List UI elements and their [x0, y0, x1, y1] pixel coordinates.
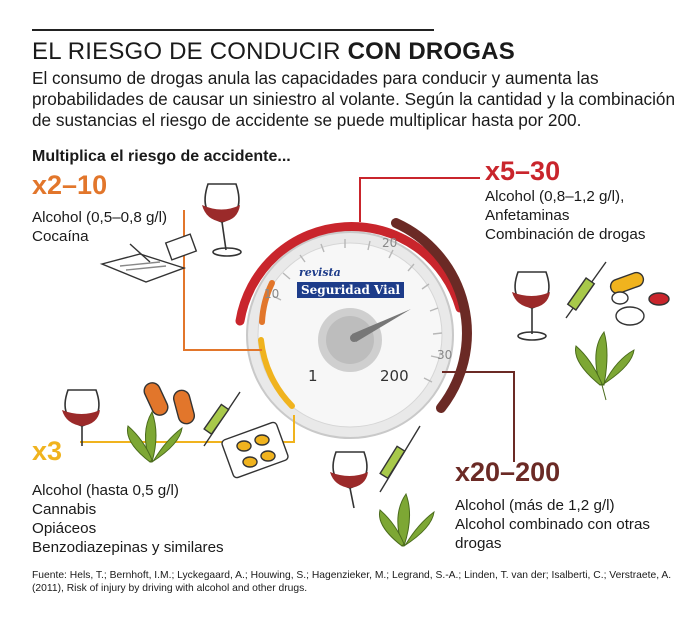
- list-item: Alcohol combinado con otras: [455, 516, 651, 533]
- syringe-right-icon: [565, 261, 607, 319]
- gauge-needle: [352, 309, 411, 342]
- multiplier-x3: x3: [32, 436, 63, 466]
- connector-x5-30: [359, 177, 480, 222]
- list-item: Combinación de drogas: [485, 226, 646, 243]
- arc-brown: [391, 218, 472, 413]
- pills-icon: [609, 271, 670, 326]
- blister-pack-icon: [221, 421, 289, 479]
- connector-x20-200: [442, 371, 515, 462]
- cannabis-center-icon: [378, 492, 435, 547]
- capsules-icon: [143, 382, 196, 425]
- title-light: EL RIESGO DE CONDUCIR: [32, 38, 348, 65]
- list-item: Benzodiazepinas y similares: [32, 539, 224, 556]
- gauge-max-label: 200: [380, 367, 409, 385]
- list-item: Alcohol (hasta 0,5 g/l): [32, 482, 179, 499]
- multiplier-x20-200: x20–200: [455, 457, 561, 487]
- list-item: Alcohol (0,8–1,2 g/l),: [485, 188, 625, 205]
- wine-glass-center-icon: [330, 451, 368, 509]
- list-item: Anfetaminas: [485, 207, 570, 224]
- gauge-tick-20: 20: [382, 236, 398, 250]
- list-x20-200: Alcohol (más de 1,2 g/l) Alcohol combina…: [455, 496, 650, 553]
- arc-yellow: [258, 337, 295, 409]
- page-title: EL RIESGO DE CONDUCIR CON DROGAS: [32, 38, 515, 66]
- multiplier-x5-30: x5–30: [485, 156, 561, 186]
- wine-glass-icon: [202, 183, 242, 257]
- list-x5-30: Alcohol (0,8–1,2 g/l), Anfetaminas Combi…: [485, 187, 645, 244]
- cocaine-icon: [99, 233, 198, 283]
- title-rule: [32, 29, 434, 31]
- multiplier-x2-10: x2–10: [32, 170, 108, 200]
- source-citation: Fuente: Hels, T.; Bernhoft, I.M.; Lyckeg…: [32, 570, 672, 594]
- arc-orange: [259, 280, 275, 325]
- subhead: Multiplica el riesgo de accidente...: [32, 148, 291, 165]
- gauge-hub-inner: [326, 316, 374, 364]
- cannabis-bottom-icon: [126, 410, 183, 463]
- wine-glass-bottom-icon: [62, 389, 100, 446]
- list-item: Opiáceos: [32, 520, 97, 537]
- list-item: Alcohol (más de 1,2 g/l): [455, 497, 615, 514]
- arc-red: [235, 222, 465, 326]
- logo-top-text: revista: [299, 266, 341, 279]
- list-x2-10: Alcohol (0,5–0,8 g/l) Cocaína: [32, 208, 167, 246]
- gauge-min-label: 1: [308, 367, 318, 385]
- list-item: Cannabis: [32, 501, 97, 518]
- gauge-needle-pivot: [350, 334, 358, 342]
- syringe-bottom-icon: [203, 391, 241, 447]
- intro-text: El consumo de drogas anula las capacidad…: [32, 68, 676, 130]
- connector-x2-10: [183, 210, 262, 351]
- logo-main-text: Seguridad Vial: [297, 282, 405, 298]
- list-x3: Alcohol (hasta 0,5 g/l) Cannabis Opiáceo…: [32, 481, 224, 557]
- cannabis-right-icon: [575, 330, 635, 401]
- gauge-tick-30: 30: [437, 348, 453, 362]
- wine-glass-right-icon: [512, 271, 550, 341]
- syringe-center-icon: [379, 425, 421, 493]
- gauge-ticks: [272, 239, 443, 383]
- list-item: drogas: [455, 535, 502, 552]
- list-item: Alcohol (0,5–0,8 g/l): [32, 209, 168, 226]
- title-bold: CON DROGAS: [347, 38, 515, 65]
- list-item: Cocaína: [32, 228, 89, 245]
- gauge-tick-10: 10: [264, 287, 280, 301]
- magazine-logo: revista Seguridad Vial: [297, 266, 407, 302]
